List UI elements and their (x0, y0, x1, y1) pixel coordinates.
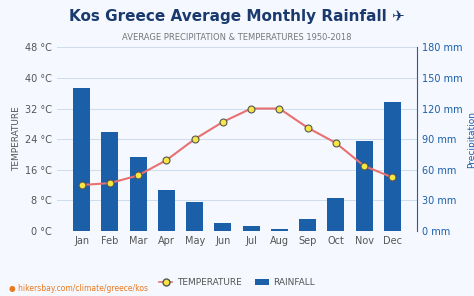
Bar (328, 198, 344, 231)
Bar (243, 226, 260, 231)
Text: AVERAGE PRECIPITATION & TEMPERATURES 1950-2018: AVERAGE PRECIPITATION & TEMPERATURES 195… (122, 33, 352, 41)
Bar (356, 141, 373, 231)
Bar (73, 88, 90, 231)
Bar (186, 202, 203, 231)
Bar (101, 132, 118, 231)
Text: ● hikersbay.com/climate/greece/kos: ● hikersbay.com/climate/greece/kos (9, 284, 148, 293)
Text: Kos Greece Average Monthly Rainfall ✈: Kos Greece Average Monthly Rainfall ✈ (69, 9, 405, 24)
Bar (158, 190, 175, 231)
Bar (299, 219, 316, 231)
Bar (214, 223, 231, 231)
Bar (384, 102, 401, 231)
Y-axis label: Precipitation: Precipitation (467, 111, 474, 168)
Y-axis label: TEMPERATURE: TEMPERATURE (12, 107, 21, 171)
Legend: TEMPERATURE, RAINFALL: TEMPERATURE, RAINFALL (155, 274, 319, 291)
Bar (130, 157, 146, 231)
Bar (271, 229, 288, 231)
